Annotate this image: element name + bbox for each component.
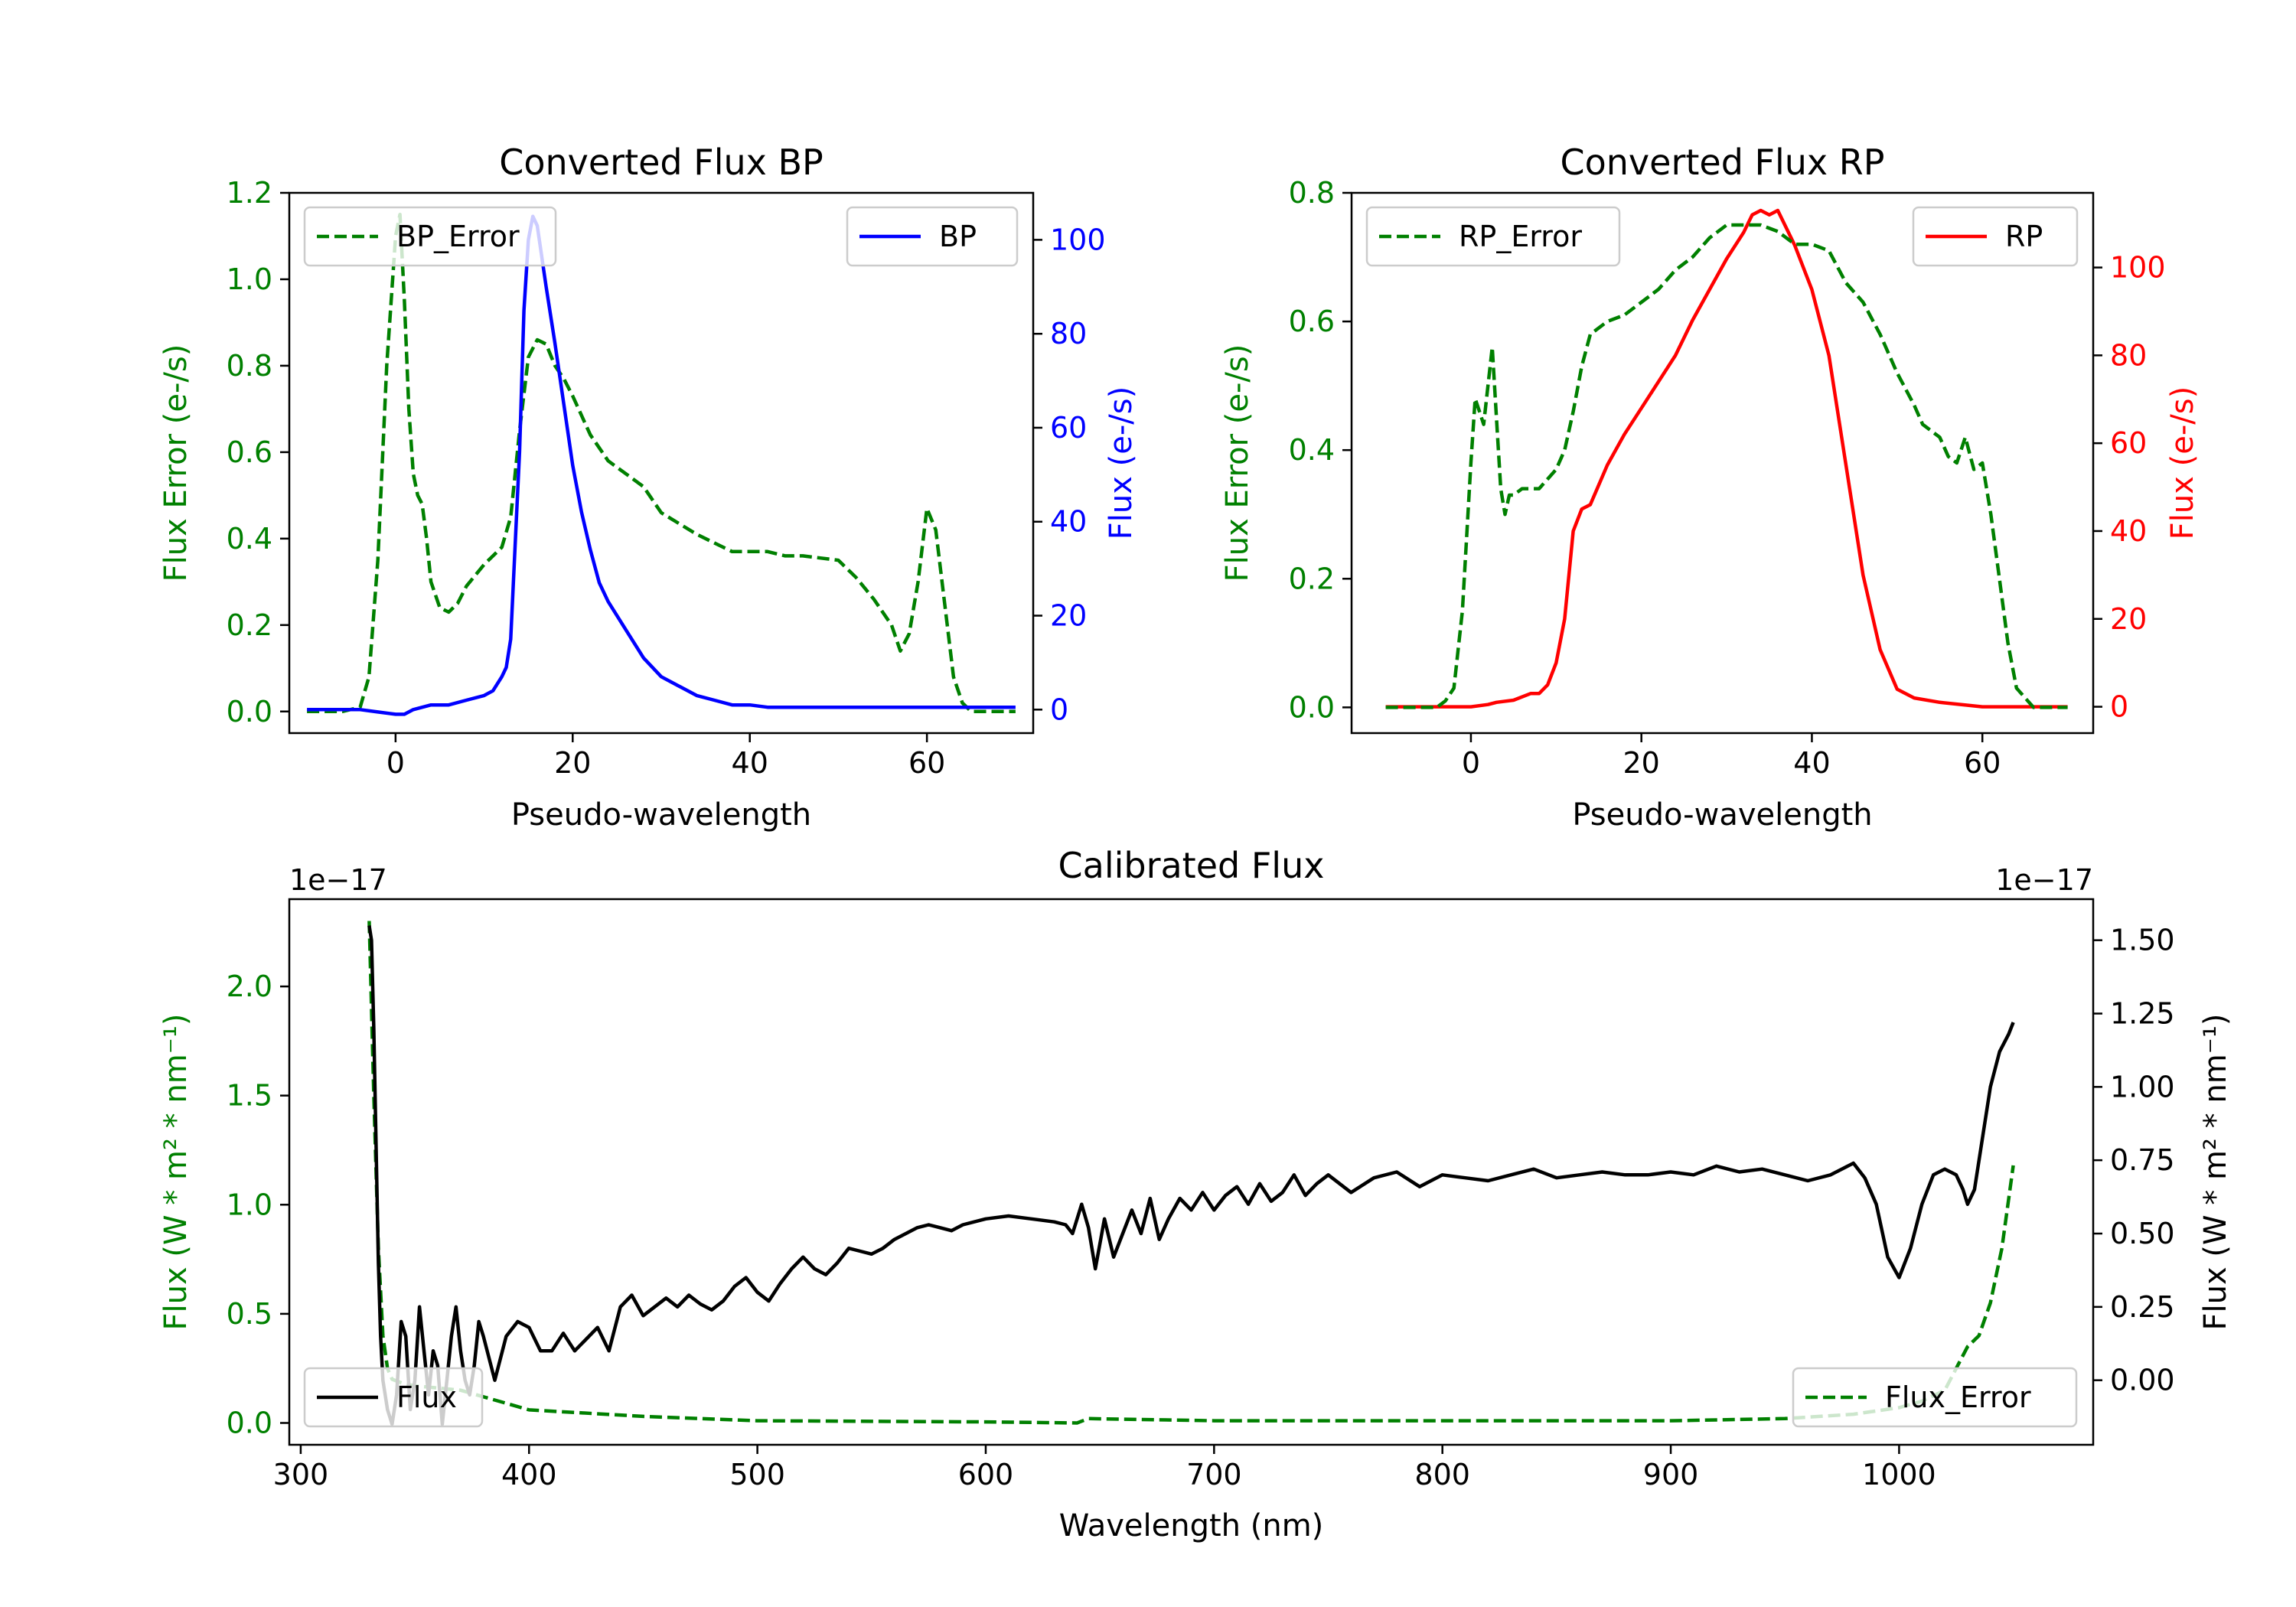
series-line-rp-error bbox=[1385, 208, 2068, 709]
plot-frame bbox=[1350, 191, 2095, 735]
legend-bp-error: BP_Error bbox=[303, 206, 557, 267]
right-y-tick-label: 0 bbox=[1050, 693, 1068, 726]
legend-box bbox=[1365, 206, 1621, 267]
left-axis-offset-text: 1e−17 bbox=[289, 863, 387, 897]
right-y-tick-label: 20 bbox=[1050, 599, 1087, 633]
series-line-bp-error bbox=[307, 212, 1016, 714]
series-line-rp-error bbox=[1385, 223, 2068, 709]
legend-box bbox=[1912, 206, 2079, 267]
right-axis-offset-text: 1e−17 bbox=[1995, 863, 2093, 897]
left-y-tick-label: 1.5 bbox=[227, 1079, 272, 1113]
right-y-axis-label: Flux (e-/s) bbox=[1104, 386, 1139, 539]
left-y-tick-label: 2.0 bbox=[227, 970, 272, 1003]
x-tick-label: 20 bbox=[1623, 746, 1660, 780]
x-tick-label: 800 bbox=[1414, 1458, 1470, 1491]
right-y-tick-label: 0.75 bbox=[2110, 1143, 2175, 1177]
series-line-bp bbox=[307, 214, 1016, 716]
legend-label: BP bbox=[939, 220, 977, 253]
right-y-tick-label: 80 bbox=[1050, 317, 1087, 350]
legend-box bbox=[1792, 1367, 2078, 1428]
legend-box bbox=[303, 206, 557, 267]
right-y-tick-label: 40 bbox=[2110, 514, 2147, 548]
left-y-tick-label: 0.5 bbox=[227, 1297, 272, 1331]
left-y-tick-label: 0.4 bbox=[227, 522, 272, 556]
x-tick-label: 600 bbox=[958, 1458, 1014, 1491]
legend-bp: BP bbox=[846, 206, 1019, 267]
x-tick-label: 900 bbox=[1643, 1458, 1699, 1491]
x-tick-label: 300 bbox=[273, 1458, 329, 1491]
x-tick-label: 700 bbox=[1186, 1458, 1242, 1491]
x-tick-label: 1000 bbox=[1862, 1458, 1936, 1491]
right-y-tick-label: 60 bbox=[2110, 426, 2147, 460]
left-y-tick-label: 1.0 bbox=[227, 1188, 272, 1221]
x-tick-label: 0 bbox=[386, 746, 405, 780]
legend-rp-error: RP_Error bbox=[1365, 206, 1621, 267]
legend-label: BP_Error bbox=[396, 220, 520, 253]
right-y-tick-label: 0.50 bbox=[2110, 1217, 2175, 1250]
legend-box bbox=[846, 206, 1019, 267]
right-y-tick-label: 100 bbox=[2110, 251, 2166, 285]
x-tick-label: 60 bbox=[1964, 746, 2001, 780]
right-y-tick-label: 40 bbox=[1050, 505, 1087, 539]
x-tick-label: 400 bbox=[501, 1458, 557, 1491]
legend-label: RP bbox=[2005, 220, 2043, 253]
series-line-flux bbox=[367, 925, 2015, 1426]
right-y-tick-label: 60 bbox=[1050, 411, 1087, 445]
right-y-tick-label: 1.00 bbox=[2110, 1070, 2175, 1103]
right-y-tick-label: 0.25 bbox=[2110, 1290, 2175, 1324]
x-tick-label: 60 bbox=[908, 746, 945, 780]
legend-label: Flux bbox=[396, 1380, 457, 1414]
legend-label: Flux_Error bbox=[1885, 1380, 2031, 1414]
x-tick-label: 0 bbox=[1462, 746, 1480, 780]
left-y-tick-label: 1.0 bbox=[227, 262, 272, 296]
left-y-tick-label: 0.4 bbox=[1289, 433, 1335, 467]
calibrated-panel: Calibrated Flux 300 400 500 600 700 800 900 1000… bbox=[158, 845, 2233, 1543]
x-tick-label: 40 bbox=[732, 746, 768, 780]
right-y-axis-label: Flux (W * m² * nm⁻¹) bbox=[2198, 1014, 2233, 1331]
plot-frame bbox=[288, 898, 2095, 1446]
right-y-axis-label: Flux (e-/s) bbox=[2165, 386, 2200, 539]
x-axis-label: Wavelength (nm) bbox=[1059, 1508, 1324, 1543]
right-y-tick-label: 1.25 bbox=[2110, 997, 2175, 1031]
right-y-tick-label: 100 bbox=[1050, 223, 1106, 256]
legend-rp: RP bbox=[1912, 206, 2079, 267]
left-y-tick-label: 1.2 bbox=[227, 176, 272, 210]
chart-title: Converted Flux BP bbox=[499, 142, 823, 183]
bp-panel: Converted Flux BP 0 20 40 60 Pseudo-wavelengt… bbox=[158, 142, 1139, 833]
chart-title: Converted Flux RP bbox=[1561, 142, 1885, 183]
legend-label: RP_Error bbox=[1459, 220, 1582, 253]
left-y-tick-label: 0.0 bbox=[227, 695, 272, 729]
chart-title: Calibrated Flux bbox=[1058, 845, 1325, 886]
right-y-tick-label: 0 bbox=[2110, 690, 2128, 724]
x-tick-label: 500 bbox=[729, 1458, 785, 1491]
legend-flux: Flux bbox=[303, 1367, 484, 1428]
x-tick-label: 20 bbox=[554, 746, 591, 780]
x-axis-label: Pseudo-wavelength bbox=[1572, 797, 1872, 833]
left-y-tick-label: 0.0 bbox=[227, 1406, 272, 1439]
right-y-tick-label: 1.50 bbox=[2110, 924, 2175, 957]
left-y-axis-label: Flux (W * m² * nm⁻¹) bbox=[158, 1014, 194, 1331]
left-y-tick-label: 0.2 bbox=[1289, 562, 1335, 595]
right-y-tick-label: 0.00 bbox=[2110, 1364, 2175, 1397]
left-y-tick-label: 0.0 bbox=[1289, 690, 1335, 724]
left-y-tick-label: 0.6 bbox=[227, 435, 272, 469]
legend-flux-error: Flux_Error bbox=[1792, 1367, 2078, 1428]
x-axis-label: Pseudo-wavelength bbox=[511, 797, 811, 833]
left-y-axis-label: Flux Error (e-/s) bbox=[158, 344, 194, 582]
left-y-tick-label: 0.8 bbox=[1289, 176, 1335, 210]
right-y-tick-label: 80 bbox=[2110, 338, 2147, 372]
right-y-tick-label: 20 bbox=[2110, 602, 2147, 636]
left-y-axis-label: Flux Error (e-/s) bbox=[1220, 344, 1255, 582]
plot-frame bbox=[288, 191, 1035, 735]
left-y-tick-label: 0.6 bbox=[1289, 305, 1335, 338]
left-y-tick-label: 0.8 bbox=[227, 349, 272, 383]
x-tick-label: 40 bbox=[1793, 746, 1830, 780]
rp-panel: Converted Flux RP 0 20 40 60 Pseudo-wavelengt… bbox=[1220, 142, 2200, 833]
legend-box bbox=[303, 1367, 484, 1428]
left-y-tick-label: 0.2 bbox=[227, 608, 272, 642]
